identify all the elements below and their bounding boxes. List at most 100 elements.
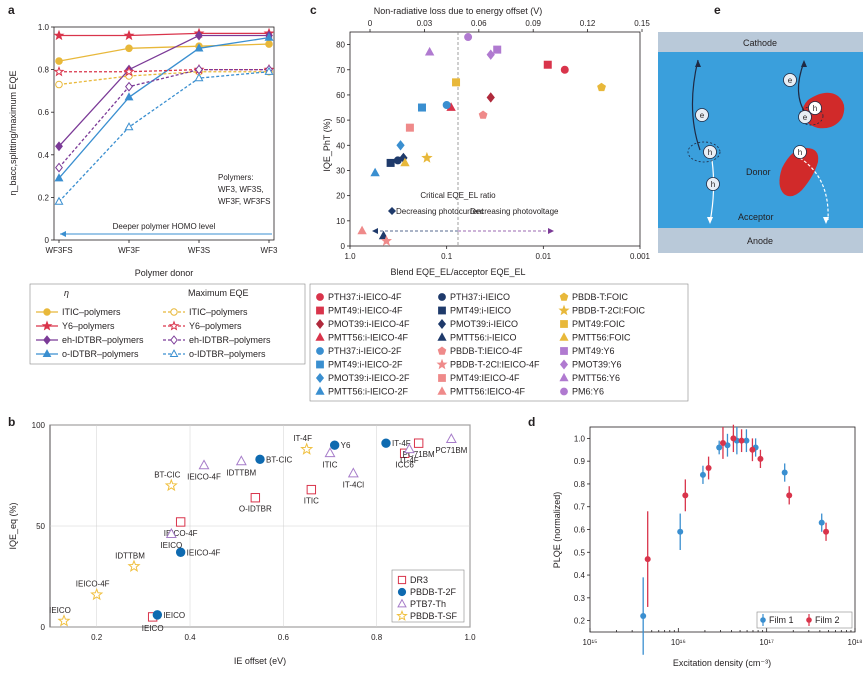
top-tick-label: 0 bbox=[368, 19, 373, 28]
legend-marker bbox=[170, 335, 178, 345]
x-tick-label: 10¹⁸ bbox=[848, 638, 863, 647]
legend-label: PBDB-T:FOIC bbox=[572, 292, 629, 302]
legend-marker bbox=[42, 349, 52, 358]
data-point bbox=[719, 439, 726, 446]
y-tick-label: 50 bbox=[36, 522, 45, 531]
data-point bbox=[682, 492, 689, 499]
legend-marker bbox=[397, 598, 407, 608]
panel-d-ticks: 0.2 0.3 0.4 0.5 0.6 0.7 0.8 0.9 1.0 10¹⁵ 10¹⁶ 10¹⁷ 1… bbox=[574, 434, 863, 647]
legend-marker bbox=[316, 306, 324, 315]
legend-marker bbox=[315, 332, 325, 341]
data-point bbox=[123, 29, 135, 41]
electron-icon bbox=[783, 73, 797, 87]
legend-label: PMTT56:Y6 bbox=[572, 373, 620, 383]
data-point bbox=[560, 65, 569, 74]
decreasing-photocurrent-text: Decreasing photocurrent bbox=[396, 207, 484, 216]
legend-marker bbox=[560, 387, 568, 396]
legend-marker bbox=[438, 306, 446, 315]
panel-a-ticks: 0 0.2 0.4 0.6 0.8 1.0 WF3FS WF3F WF3S WF3 bbox=[38, 23, 278, 255]
panel-a-legend-box bbox=[29, 283, 306, 365]
data-point bbox=[644, 556, 651, 563]
data-point bbox=[677, 528, 684, 535]
panel-a-arrow-label: Deeper polymer HOMO level bbox=[113, 222, 216, 231]
y-tick-label: 80 bbox=[336, 41, 345, 50]
data-point bbox=[306, 484, 317, 495]
data-point bbox=[125, 81, 133, 92]
y-tick-label: 20 bbox=[336, 192, 345, 201]
legend-marker bbox=[315, 372, 325, 384]
x-tick-label: 10¹⁷ bbox=[759, 638, 774, 647]
series-line bbox=[58, 34, 269, 147]
photocurrent-arrowhead bbox=[372, 228, 378, 234]
legend-label: PBDB-T-2F bbox=[410, 587, 457, 597]
point-label: IEICO bbox=[160, 541, 182, 550]
data-point bbox=[53, 29, 65, 41]
particle-label: e bbox=[700, 111, 705, 120]
point-label: ITIC bbox=[322, 460, 337, 469]
legend-marker bbox=[560, 320, 568, 328]
data-point bbox=[413, 438, 424, 448]
point-label: IDTTBM bbox=[226, 468, 256, 477]
panel-b-ylabel: IQE_eq (%) bbox=[8, 502, 18, 549]
top-tick-label: 0.09 bbox=[525, 19, 541, 28]
electron-icon bbox=[798, 110, 812, 124]
data-point bbox=[786, 492, 793, 499]
y-tick-label: 70 bbox=[336, 66, 345, 75]
point-label: O-IDTBR bbox=[239, 505, 272, 514]
panel-a-note-title: Polymers: bbox=[218, 173, 254, 182]
legend-marker bbox=[559, 359, 569, 370]
series-line bbox=[58, 68, 269, 169]
legend-marker bbox=[170, 308, 178, 316]
hole-path-right bbox=[799, 157, 829, 221]
legend-marker bbox=[436, 358, 448, 370]
panel-a: a 0 0.2 0.4 0.6 0.8 1.0 WF3FS WF3F WF3S WF3 η_bac… bbox=[8, 3, 306, 365]
hole-arrowhead-left bbox=[707, 217, 713, 224]
point-label: IEICO-4F bbox=[187, 472, 221, 481]
hole-icon bbox=[793, 145, 807, 159]
particle-label: h bbox=[813, 104, 817, 113]
legend-marker bbox=[43, 308, 51, 316]
legend-marker bbox=[558, 304, 570, 316]
data-point bbox=[486, 49, 495, 60]
panel-c-xlabel: Blend EQE_EL/acceptor EQE_EL bbox=[390, 267, 525, 277]
data-point bbox=[381, 438, 391, 448]
data-point bbox=[421, 151, 433, 163]
legend-label: PTB7-Th bbox=[410, 599, 446, 609]
data-point bbox=[175, 547, 186, 557]
anode-bar bbox=[658, 228, 863, 253]
data-point bbox=[125, 44, 133, 53]
point-label: IEICO-4F bbox=[76, 580, 110, 589]
legend-label: DR3 bbox=[410, 575, 428, 585]
legend-label: PMT49:i-IEICO-2F bbox=[328, 360, 403, 370]
data-point bbox=[357, 225, 367, 235]
data-point bbox=[445, 433, 457, 443]
data-point bbox=[300, 442, 314, 455]
electron-icon bbox=[695, 108, 709, 122]
panel-d-ylabel: PLQE (normalized) bbox=[552, 492, 562, 569]
x-tick-label: 0.2 bbox=[91, 633, 103, 642]
panel-a-ylabel: η_bacc,splitting/maximum EQE bbox=[8, 70, 18, 195]
particle-label: h bbox=[711, 180, 715, 189]
legend-label: PMTT56:FOIC bbox=[572, 333, 631, 343]
panel-b-label: b bbox=[8, 415, 15, 429]
point-label: IEICO-4F bbox=[164, 529, 198, 538]
legend-marker bbox=[806, 617, 812, 623]
data-point bbox=[597, 82, 606, 92]
point-label: IDTTBM bbox=[115, 551, 145, 560]
panel-d-legend: Film 1 Film 2 bbox=[760, 614, 840, 626]
y-tick-label: 0.6 bbox=[574, 526, 586, 535]
data-point bbox=[724, 442, 731, 449]
series-line bbox=[58, 43, 270, 62]
x-tick-label: WF3S bbox=[188, 246, 210, 255]
legend-label: Y6–polymers bbox=[189, 321, 242, 331]
x-tick-label: 0.01 bbox=[536, 252, 552, 261]
data-point bbox=[235, 455, 247, 466]
x-tick-label: 0.1 bbox=[441, 252, 453, 261]
decreasing-photocurrent: Decreasing photocurrent bbox=[396, 207, 484, 216]
data-point bbox=[781, 469, 788, 476]
x-tick-label: WF3FS bbox=[45, 246, 72, 255]
y-tick-label: 100 bbox=[32, 421, 46, 430]
panel-b-xlabel: IE offset (eV) bbox=[234, 656, 286, 666]
legend-label: o-IDTBR–polymers bbox=[189, 349, 266, 359]
